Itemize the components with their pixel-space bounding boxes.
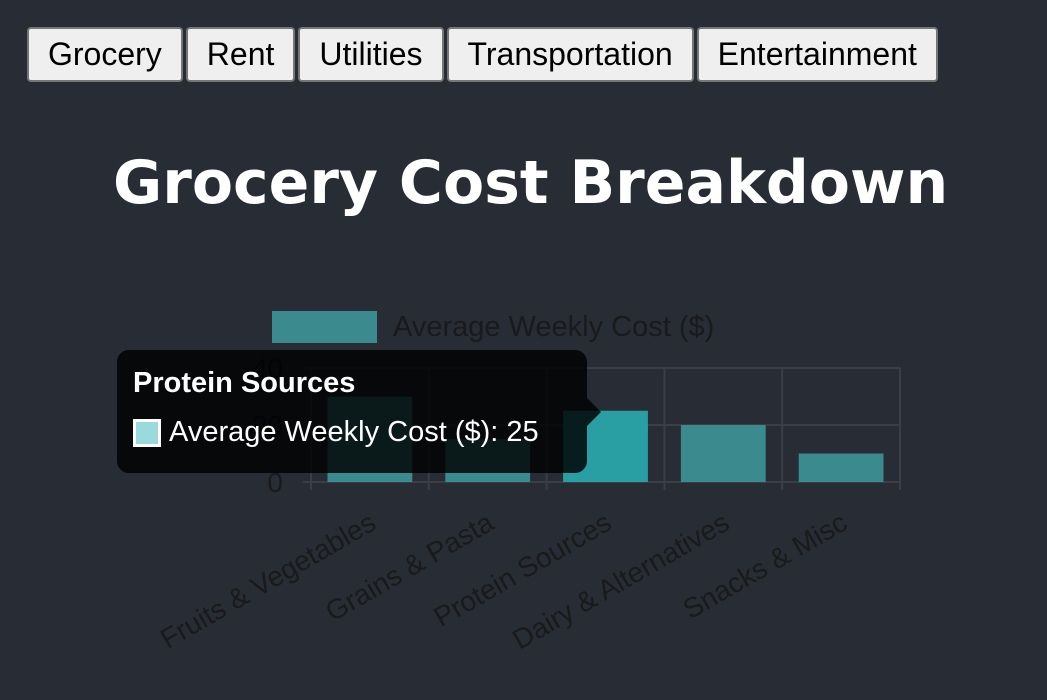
tooltip-label: Average Weekly Cost ($): 25 — [169, 416, 539, 448]
tooltip-swatch — [133, 418, 161, 447]
chart-legend[interactable]: Average Weekly Cost ($) — [272, 311, 714, 343]
tab-utilities[interactable]: Utilities — [298, 27, 444, 82]
legend-label[interactable]: Average Weekly Cost ($) — [393, 311, 714, 343]
page-title: Grocery Cost Breakdown — [113, 148, 949, 218]
x-tick-label: Fruits & Vegetables — [155, 506, 381, 654]
tab-transportation[interactable]: Transportation — [446, 27, 694, 82]
category-tabs: Grocery Rent Utilities Transportation En… — [27, 27, 938, 82]
tab-entertainment[interactable]: Entertainment — [696, 27, 938, 82]
bar-4[interactable] — [798, 453, 884, 483]
chart-tooltip: Protein Sources Average Weekly Cost ($):… — [117, 350, 601, 473]
tab-grocery[interactable]: Grocery — [27, 27, 183, 82]
bar-3[interactable] — [680, 425, 766, 482]
tooltip-row: Average Weekly Cost ($): 25 — [133, 416, 571, 449]
tooltip-title: Protein Sources — [133, 367, 356, 399]
legend-swatch — [272, 311, 377, 343]
y-tick-label: 0 — [267, 467, 283, 498]
x-tick-label: Dairy & Alternatives — [507, 506, 734, 655]
tab-rent[interactable]: Rent — [185, 27, 296, 82]
